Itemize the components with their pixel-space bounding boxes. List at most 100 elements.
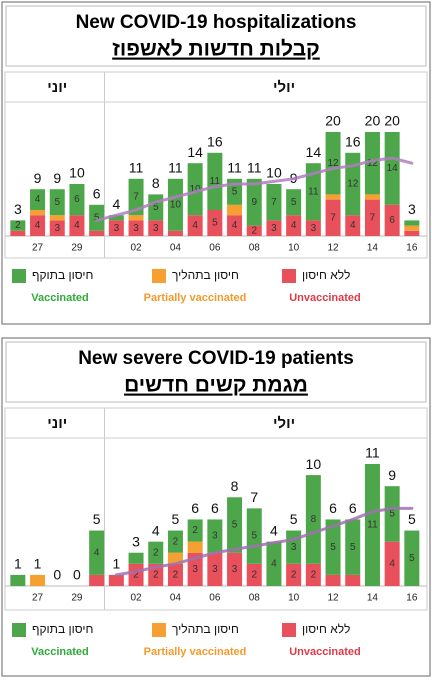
total-label: 8 xyxy=(231,478,239,494)
segment-label: 5 xyxy=(94,212,100,223)
bar-segment xyxy=(364,464,380,586)
total-label: 8 xyxy=(152,175,160,191)
bar-segment xyxy=(384,132,400,205)
segment-label: 2 xyxy=(192,525,198,536)
legend-label: Vaccinated xyxy=(31,646,88,658)
bar-segment xyxy=(128,215,144,221)
bar-segment xyxy=(10,230,26,236)
bar-segment xyxy=(325,132,341,195)
bar-segment xyxy=(30,574,46,586)
bar-segment xyxy=(207,210,223,236)
segment-label: 10 xyxy=(170,199,182,210)
total-label: 0 xyxy=(73,567,81,583)
total-label: 6 xyxy=(93,186,101,202)
bar-segment xyxy=(404,220,420,226)
legend-swatch xyxy=(282,623,296,637)
segment-label: 11 xyxy=(308,186,319,197)
total-label: 11 xyxy=(129,160,144,176)
bar-segment xyxy=(305,163,321,221)
total-label: 14 xyxy=(306,144,322,160)
title-box xyxy=(5,341,427,403)
total-label: 6 xyxy=(329,500,337,516)
total-label: 6 xyxy=(191,500,199,516)
bar-segment xyxy=(30,210,46,216)
month-label: יולי xyxy=(273,415,295,432)
bar-segment xyxy=(325,519,341,575)
total-label: 1 xyxy=(112,556,120,572)
bar-segment xyxy=(187,552,203,586)
bar-segment xyxy=(227,552,243,586)
bar-segment xyxy=(227,204,243,216)
bar-segment xyxy=(384,486,400,542)
x-tick-label: 14 xyxy=(367,593,379,604)
bar-segment xyxy=(207,152,223,210)
segment-label: 7 xyxy=(330,212,336,223)
bar-segment xyxy=(69,184,85,216)
total-label: 9 xyxy=(53,170,61,186)
segment-label: 4 xyxy=(350,220,356,231)
bar-segment xyxy=(30,189,46,210)
bar-segment xyxy=(325,194,341,200)
segment-label: 5 xyxy=(251,531,257,542)
chart-subtitle: מגמת קשים חדשים xyxy=(124,374,308,397)
segment-label: 3 xyxy=(212,564,218,575)
total-label: 4 xyxy=(112,196,120,212)
bar-segment xyxy=(364,132,380,195)
segment-label: 8 xyxy=(311,514,317,525)
segment-label: 2 xyxy=(251,570,257,581)
x-tick-label: 16 xyxy=(406,243,418,254)
segment-label: 9 xyxy=(251,197,257,208)
segment-label: 5 xyxy=(212,218,218,229)
segment-label: 4 xyxy=(271,558,277,569)
bar-segment xyxy=(128,552,144,564)
segment-label: 4 xyxy=(35,220,41,231)
segment-label: 7 xyxy=(271,197,277,208)
bar-segment xyxy=(345,215,361,236)
bar-segment xyxy=(108,574,124,586)
total-label: 11 xyxy=(168,160,183,176)
title-box xyxy=(5,5,427,67)
bar-segment xyxy=(167,178,183,231)
bar-segment xyxy=(325,574,341,586)
total-label: 20 xyxy=(365,113,381,129)
total-label: 10 xyxy=(266,165,282,181)
bar-segment xyxy=(207,519,223,553)
segment-label: 4 xyxy=(192,220,198,231)
bar-segment xyxy=(305,220,321,236)
bar-segment xyxy=(167,563,183,586)
x-tick-label: 12 xyxy=(327,593,339,604)
bar-segment xyxy=(305,563,321,586)
bar-segment xyxy=(128,220,144,236)
segment-label: 5 xyxy=(389,509,395,520)
segment-label: 7 xyxy=(370,212,376,223)
bar-segment xyxy=(187,519,203,542)
trend-line xyxy=(95,156,414,222)
bar-segment xyxy=(30,215,46,236)
segment-label: 4 xyxy=(232,220,238,231)
bar-segment xyxy=(364,194,380,200)
legend-swatch xyxy=(152,623,166,637)
bar-segment xyxy=(345,519,361,575)
bar-segment xyxy=(384,541,400,586)
bar-segment xyxy=(266,541,282,586)
bar-segment xyxy=(187,163,203,216)
x-tick-label: 27 xyxy=(32,243,44,254)
bar-segment xyxy=(266,184,282,221)
total-label: 14 xyxy=(187,144,203,160)
x-tick-label: 16 xyxy=(406,593,418,604)
total-label: 5 xyxy=(290,511,298,527)
total-label: 10 xyxy=(306,456,322,472)
segment-label: 3 xyxy=(133,223,139,234)
bar-segment xyxy=(266,220,282,236)
segment-label: 5 xyxy=(350,542,356,553)
x-tick-label: 04 xyxy=(170,593,182,604)
total-label: 20 xyxy=(325,113,341,129)
bar-segment xyxy=(49,215,65,221)
bar-segment xyxy=(10,220,26,231)
total-label: 0 xyxy=(53,567,61,583)
bar-segment xyxy=(49,220,65,236)
segment-label: 4 xyxy=(94,547,100,558)
segment-label: 7 xyxy=(133,192,139,203)
segment-label: 12 xyxy=(367,158,379,169)
